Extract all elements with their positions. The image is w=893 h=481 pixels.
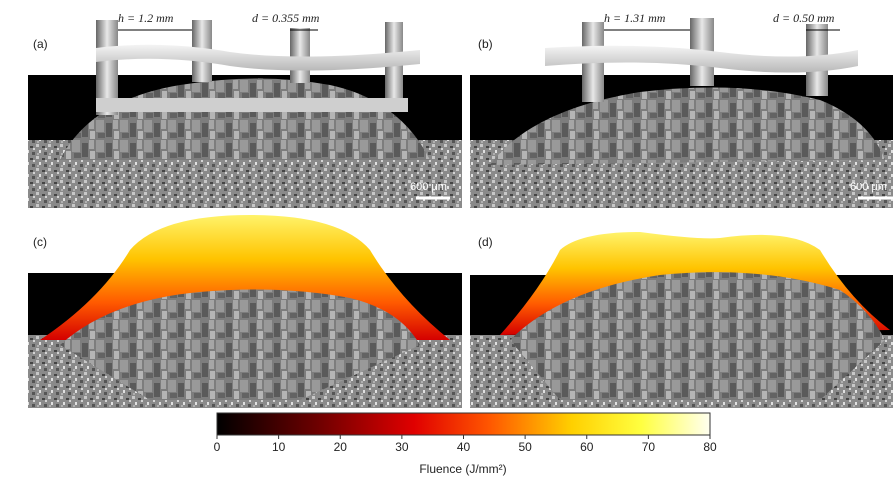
panel-b: h = 1.31 mm d = 0.50 mm (b) 600 μm xyxy=(470,11,893,208)
tick-label: 0 xyxy=(214,440,221,454)
tick-label: 10 xyxy=(272,440,286,454)
panel-label: (a) xyxy=(33,37,48,51)
annotation: h = 1.31 mm xyxy=(604,11,666,25)
tick-label: 60 xyxy=(580,440,594,454)
annotation: d = 0.355 mm xyxy=(252,11,320,25)
figure: h = 1.2 mm d = 0.355 mm (a) 600 μm h = 1… xyxy=(0,0,893,481)
panel-label: (d) xyxy=(478,235,493,249)
panel-a: h = 1.2 mm d = 0.355 mm (a) 600 μm xyxy=(28,11,462,208)
panel-c: (c) xyxy=(28,215,462,408)
annotation: d = 0.50 mm xyxy=(773,11,835,25)
scale-bar-label: 600 μm xyxy=(410,181,447,193)
annotation: h = 1.2 mm xyxy=(118,11,174,25)
colorbar-label: Fluence (J/mm²) xyxy=(419,462,506,476)
panel-label: (b) xyxy=(478,37,493,51)
panel-d: (d) xyxy=(470,232,893,408)
tick-label: 30 xyxy=(395,440,409,454)
panel-label: (c) xyxy=(33,235,47,249)
tick-label: 20 xyxy=(334,440,348,454)
scale-bar-label: 600 μm xyxy=(850,181,887,193)
tick-label: 70 xyxy=(642,440,656,454)
tick-label: 80 xyxy=(703,440,717,454)
tick-label: 40 xyxy=(457,440,471,454)
tick-label: 50 xyxy=(518,440,532,454)
